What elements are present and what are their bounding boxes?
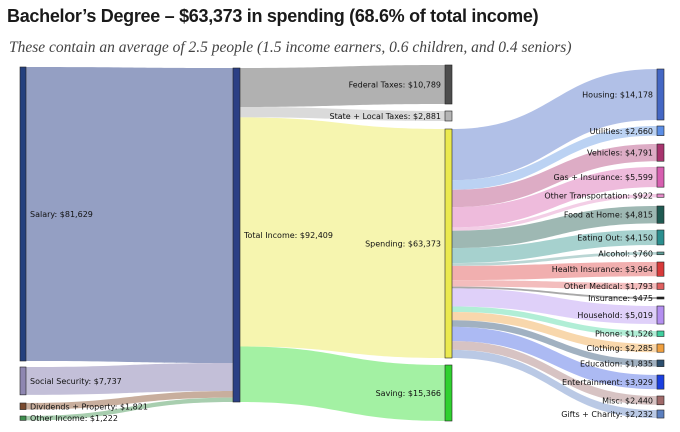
- label-misc: Misc: $2,440: [602, 396, 653, 405]
- node-other-transportation: [656, 193, 665, 198]
- label-eating-out: Eating Out: $4,150: [577, 233, 653, 242]
- node-eating-out: [656, 229, 665, 246]
- node-misc: [656, 395, 665, 406]
- chart-subtitle: These contain an average of 2.5 people (…: [9, 39, 572, 56]
- link-spending-to-gas_insurance: [452, 167, 657, 228]
- label-gas-insurance: Gas + Insurance: $5,599: [553, 173, 653, 182]
- labels-layer: Salary: $81,629 Social Security: $7,737 Di…: [30, 81, 653, 424]
- node-salary: [19, 66, 27, 362]
- link-spending-to-misc: [452, 341, 657, 405]
- link-spending-to-phone: [452, 306, 657, 337]
- nodes-layer: [19, 64, 665, 422]
- node-insurance: [656, 296, 665, 300]
- label-total-income: Total Income: $92,409: [243, 231, 333, 240]
- label-clothing: Clothing: $2,285: [586, 344, 653, 353]
- link-total_income-to-spending: [240, 117, 445, 359]
- label-saving: Saving: $15,366: [376, 389, 441, 398]
- label-other-transportation: Other Transportation: $922: [544, 192, 653, 201]
- link-spending-to-clothing: [452, 312, 657, 353]
- node-gifts-charity: [656, 409, 665, 419]
- label-other-income: Other Income: $1,222: [30, 414, 118, 423]
- label-food-at-home: Food at Home: $4,815: [564, 211, 653, 220]
- node-saving: [444, 364, 453, 422]
- label-alcohol: Alcohol: $760: [598, 249, 653, 258]
- label-other-medical: Other Medical: $1,793: [564, 282, 653, 291]
- label-household: Household: $5,019: [577, 311, 653, 320]
- node-social-security: [19, 366, 27, 396]
- link-spending-to-entertainment: [452, 326, 657, 390]
- node-other-income: [19, 415, 27, 421]
- link-total_income-to-state_local_taxes: [240, 106, 445, 121]
- label-health-insurance: Health Insurance: $3,964: [552, 265, 653, 274]
- node-food-at-home: [656, 205, 665, 224]
- link-spending-to-other_transportation: [452, 194, 657, 231]
- label-education: Education: $1,835: [580, 359, 653, 368]
- node-federal-taxes: [444, 64, 453, 105]
- link-spending-to-household: [452, 288, 657, 325]
- label-state-local-taxes: State + Local Taxes: $2,881: [329, 112, 441, 121]
- chart-title: Bachelor’s Degree – $63,373 in spending …: [7, 6, 539, 26]
- label-entertainment: Entertainment: $3,929: [562, 378, 653, 387]
- node-education: [656, 359, 665, 367]
- link-salary-to-total_income: [26, 67, 233, 364]
- label-insurance: Insurance: $475: [588, 294, 653, 303]
- link-spending-to-insurance: [452, 286, 657, 299]
- link-dividends-to-total_income: [26, 391, 233, 410]
- node-state-local-taxes: [444, 110, 453, 122]
- link-spending-to-eating_out: [452, 230, 657, 264]
- label-gifts-charity: Gifts + Charity: $2,232: [561, 410, 653, 419]
- node-housing: [656, 68, 665, 121]
- node-vehicles: [656, 143, 665, 162]
- link-spending-to-health_insurance: [452, 262, 657, 281]
- link-other_income-to-total_income: [26, 397, 233, 421]
- link-spending-to-utilities: [452, 126, 657, 190]
- link-social_security-to-total_income: [26, 363, 233, 395]
- node-household: [656, 305, 665, 325]
- node-utilities: [656, 125, 665, 136]
- node-dividends: [19, 402, 27, 410]
- label-utilities: Utilities: $2,660: [590, 127, 653, 136]
- node-gas-insurance: [656, 166, 665, 188]
- link-spending-to-education: [452, 320, 657, 367]
- link-spending-to-food_at_home: [452, 206, 657, 249]
- link-spending-to-housing: [452, 69, 657, 181]
- link-spending-to-gifts_charity: [452, 349, 657, 419]
- links-layer: [26, 65, 657, 421]
- label-housing: Housing: $14,178: [582, 91, 653, 100]
- link-total_income-to-federal_taxes: [240, 65, 445, 107]
- node-health-insurance: [656, 261, 665, 277]
- label-spending: Spending: $63,373: [365, 240, 441, 249]
- label-salary: Salary: $81,629: [30, 210, 93, 219]
- node-entertainment: [656, 374, 665, 390]
- node-other-medical: [656, 282, 665, 290]
- node-phone: [656, 330, 665, 337]
- node-spending: [444, 128, 453, 359]
- link-spending-to-other_medical: [452, 280, 657, 290]
- node-alcohol: [656, 251, 665, 256]
- label-federal-taxes: Federal Taxes: $10,789: [349, 81, 441, 90]
- link-total_income-to-saving: [240, 346, 445, 421]
- label-phone: Phone: $1,526: [595, 330, 653, 339]
- node-clothing: [656, 343, 665, 353]
- link-spending-to-alcohol: [452, 252, 657, 266]
- label-social-security: Social Security: $7,737: [30, 377, 122, 386]
- node-total-income: [232, 67, 241, 403]
- label-vehicles: Vehicles: $4,791: [587, 149, 653, 158]
- label-dividends: Dividends + Property: $1,821: [30, 402, 148, 411]
- link-spending-to-vehicles: [452, 144, 657, 208]
